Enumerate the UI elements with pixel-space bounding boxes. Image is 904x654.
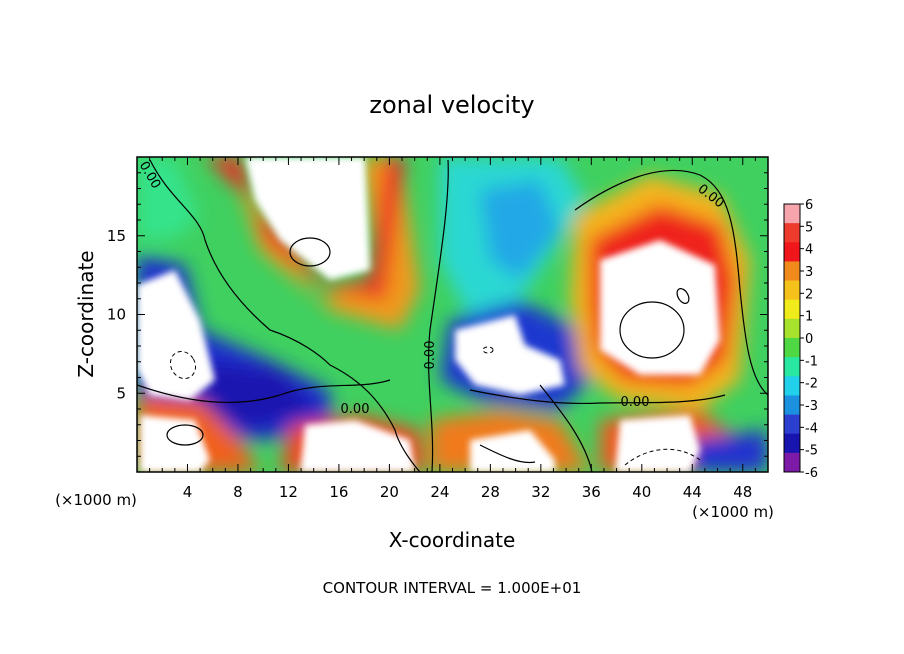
x-tick-label: 24 <box>430 483 449 501</box>
colorbar-tick-label: -5 <box>805 444 818 459</box>
colorbar-swatch <box>784 261 800 282</box>
colorbar-swatch <box>784 395 800 416</box>
colorbar-swatch <box>784 204 800 224</box>
colorbar: 6 5 4 3 2 1 0 -1 -2 -3 -4 -5 -6 <box>783 198 818 481</box>
x-tick-label: 8 <box>233 483 243 501</box>
contour-interval-note: CONTOUR INTERVAL = 1.000E+01 <box>323 579 582 597</box>
colorbar-tick-label: 6 <box>805 198 813 213</box>
colorbar-swatch <box>784 318 800 339</box>
colorbar-swatch <box>784 299 800 320</box>
x-tick-label: 44 <box>683 483 702 501</box>
x-axis-ticks: 4 8 12 16 20 24 28 32 36 40 44 48 <box>149 157 756 501</box>
colorbar-tick-label: 3 <box>805 265 813 280</box>
heatmap-field <box>137 157 768 472</box>
x-tick-label: 28 <box>481 483 500 501</box>
x-unit-label-right: (×1000 m) <box>692 503 774 521</box>
x-tick-label: 48 <box>733 483 752 501</box>
contour-label: 0.00 <box>621 395 650 410</box>
colorbar-swatch <box>784 357 800 377</box>
x-tick-label: 32 <box>531 483 550 501</box>
colorbar-swatch <box>784 242 800 262</box>
x-tick-label: 20 <box>380 483 399 501</box>
colorbar-swatch <box>784 376 800 396</box>
colorbar-swatch <box>784 433 800 454</box>
colorbar-tick-label: -2 <box>805 377 818 392</box>
x-axis-label: X-coordinate <box>389 528 516 552</box>
y-axis-ticks: 5 10 15 <box>107 172 768 457</box>
colorbar-tick-label: -4 <box>805 421 818 436</box>
x-unit-label-left: (×1000 m) <box>55 491 137 509</box>
colorbar-tick-label: -1 <box>805 354 818 369</box>
colorbar-swatch <box>784 223 800 243</box>
y-axis-label: Z-coordinate <box>74 250 98 377</box>
colorbar-tick-label: 0 <box>805 332 813 347</box>
colorbar-tick-label: 1 <box>805 310 813 325</box>
colorbar-tick-label: 4 <box>805 243 813 258</box>
x-tick-label: 12 <box>279 483 298 501</box>
y-tick-label: 10 <box>107 306 126 324</box>
y-tick-label: 5 <box>116 384 126 402</box>
colorbar-tick-label: 2 <box>805 287 813 302</box>
x-tick-label: 16 <box>329 483 348 501</box>
x-tick-label: 4 <box>183 483 193 501</box>
colorbar-tick-label: 5 <box>805 220 813 235</box>
colorbar-tick-label: -6 <box>805 466 818 481</box>
x-tick-label: 40 <box>632 483 651 501</box>
x-tick-label: 36 <box>582 483 601 501</box>
colorbar-swatch <box>784 414 800 435</box>
colorbar-swatch <box>784 338 800 358</box>
contour-label: 0.00 <box>341 402 370 417</box>
colorbar-swatch <box>784 452 800 473</box>
y-tick-label: 15 <box>107 227 126 245</box>
colorbar-tick-label: -3 <box>805 399 818 414</box>
colorbar-swatch <box>784 280 800 301</box>
contour-label: 0.00 <box>423 341 438 370</box>
chart-title: zonal velocity <box>369 91 534 119</box>
